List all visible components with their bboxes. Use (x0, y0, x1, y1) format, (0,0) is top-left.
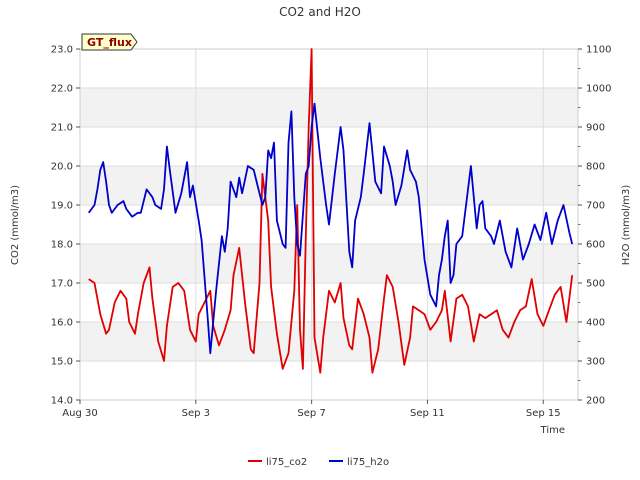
series-line-li75_co2 (88, 48, 574, 374)
badge-shape (81, 33, 138, 51)
band (80, 322, 578, 361)
right-tick-label: 300 (586, 357, 605, 368)
right-tick-label: 1000 (586, 84, 611, 95)
legend-label-h2o: li75_h2o (347, 457, 389, 468)
right-tick-label: 800 (586, 162, 605, 173)
left-tick-label: 15.0 (51, 357, 73, 368)
x-tick-label: Sep 7 (297, 408, 325, 419)
right-tick-label: 600 (586, 240, 605, 251)
left-tick-label: 16.0 (51, 318, 73, 329)
series-line-li75_h2o (87, 102, 574, 355)
right-y-axis-label: H2O (mmol/m3) (621, 185, 632, 266)
x-tick-label: Sep 11 (410, 408, 445, 419)
left-tick-label: 17.0 (51, 279, 73, 290)
right-y-axis: 200 300 400 500 600 700 800 900 1000 1100 (578, 45, 611, 407)
band (80, 166, 578, 205)
left-tick-label: 19.0 (51, 201, 73, 212)
right-tick-label: 400 (586, 318, 605, 329)
left-tick-label: 23.0 (51, 45, 73, 56)
x-tick-label: Aug 30 (62, 408, 97, 419)
left-tick-label: 22.0 (51, 84, 73, 95)
right-tick-label: 1100 (586, 45, 611, 56)
x-axis-label: Time (540, 425, 565, 436)
legend-label-co2: li75_co2 (266, 457, 307, 468)
right-tick-label: 500 (586, 279, 605, 290)
background-bands (80, 88, 578, 361)
band (80, 244, 578, 283)
right-tick-label: 700 (586, 201, 605, 212)
series-layer (87, 48, 574, 374)
left-tick-label: 21.0 (51, 123, 73, 134)
left-y-axis-label: CO2 (mmol/m3) (10, 185, 21, 265)
band (80, 88, 578, 127)
left-tick-label: 18.0 (51, 240, 73, 251)
chart-title: CO2 and H2O (279, 5, 361, 19)
right-tick-label: 900 (586, 123, 605, 134)
legend: li75_co2 li75_h2o (248, 457, 389, 468)
left-tick-label: 14.0 (51, 396, 73, 407)
x-axis: Aug 30 Sep 3 Sep 7 Sep 11 Sep 15 (62, 400, 561, 419)
left-tick-label: 20.0 (51, 162, 73, 173)
x-tick-label: Sep 15 (526, 408, 561, 419)
right-tick-label: 200 (586, 396, 605, 407)
badge: GT_flux (81, 33, 138, 51)
left-y-axis: 14.0 15.0 16.0 17.0 18.0 19.0 20.0 21.0 22.0 23.0 (51, 45, 80, 407)
x-tick-label: Sep 3 (182, 408, 210, 419)
badge-label: GT_flux (87, 36, 132, 49)
